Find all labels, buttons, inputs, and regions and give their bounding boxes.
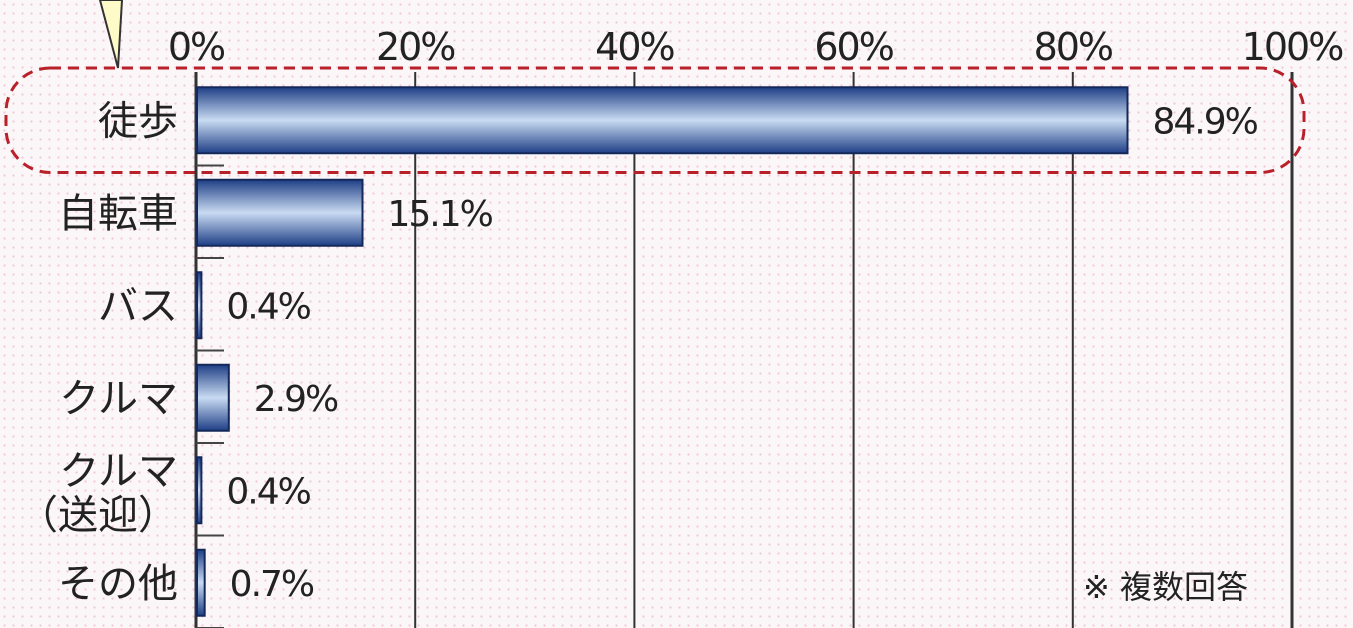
value-label: 0.4%	[226, 471, 310, 512]
x-tick-label: 80%	[1034, 25, 1113, 69]
value-label: 0.7%	[230, 564, 314, 605]
bar	[196, 271, 203, 340]
value-label: 0.4%	[226, 286, 310, 327]
callout-pointer	[98, 0, 124, 69]
category-label: 徒歩	[98, 98, 178, 144]
bar	[196, 363, 230, 432]
x-tick-label: 100%	[1242, 25, 1344, 69]
value-label: 2.9%	[254, 379, 338, 420]
bar	[196, 178, 364, 247]
x-tick-label: 20%	[376, 25, 455, 69]
bar	[196, 456, 203, 525]
category-label: バス	[98, 283, 178, 329]
x-tick-label: 0%	[168, 25, 225, 69]
bar	[196, 548, 206, 617]
category-label: クルマ	[59, 376, 178, 422]
x-tick-label: 40%	[595, 25, 674, 69]
value-label: 15.1%	[387, 194, 492, 235]
category-label: 自転車	[58, 191, 178, 237]
category-label: その他	[58, 561, 178, 607]
value-label: 84.9%	[1153, 101, 1258, 142]
note-text: ※ 複数回答	[1083, 568, 1248, 606]
category-label: クルマ（送迎）	[18, 448, 178, 538]
highlight-box	[4, 66, 1306, 174]
bar	[196, 86, 1129, 155]
x-tick-label: 60%	[814, 25, 893, 69]
